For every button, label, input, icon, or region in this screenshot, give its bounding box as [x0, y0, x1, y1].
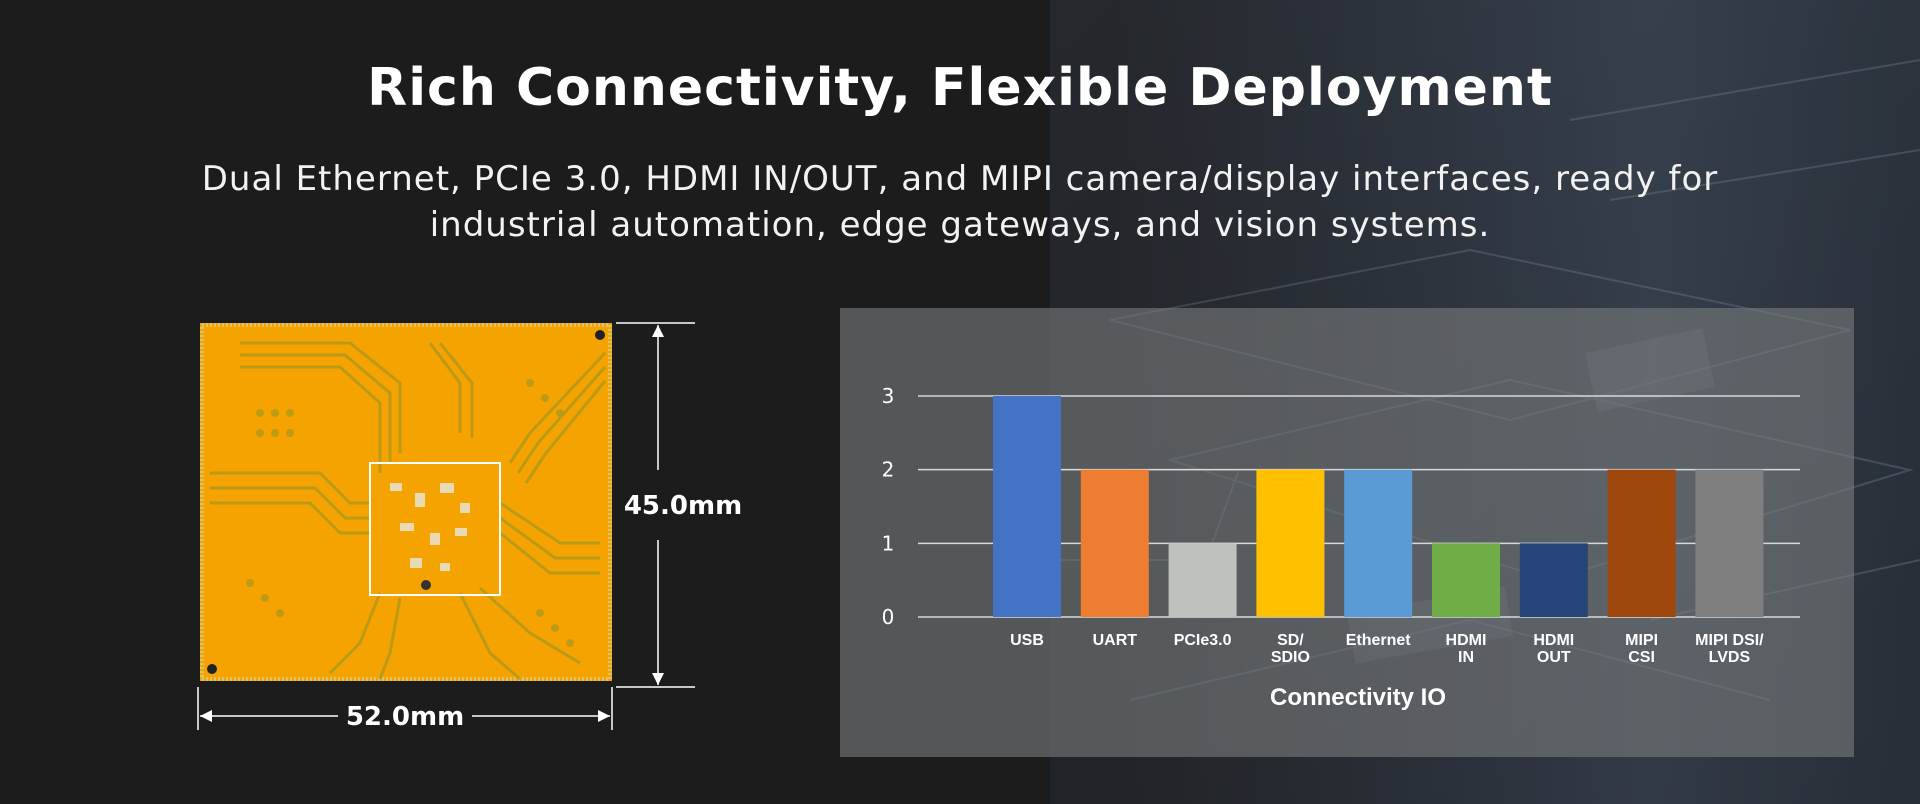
board-image [200, 323, 612, 681]
bar [1344, 469, 1413, 617]
y-tick-label: 1 [882, 531, 895, 555]
x-tick-label: SD/ [1277, 632, 1304, 649]
x-tick-label: HDMI [1446, 632, 1487, 649]
x-tick-label: PCIe3.0 [1174, 632, 1232, 649]
x-tick-label: MIPI [1625, 632, 1658, 649]
subtitle-line-2: industrial automation, edge gateways, an… [429, 205, 1491, 245]
board-figure: 45.0mm 52.0mm [190, 315, 760, 735]
chart-panel: 0 1 2 3 USB UART PCIe3.0 SD/SDIO Ethernet HDMI IN H… [840, 308, 1854, 757]
arrow-up-icon [652, 325, 664, 337]
subtitle-line-1: Dual Ethernet, PCIe 3.0, HDMI IN/OUT, an… [201, 159, 1719, 199]
x-tick-label: LVDS [1709, 649, 1751, 666]
bar [1432, 543, 1500, 617]
x-tick-label: USB [1010, 632, 1044, 649]
width-label: 52.0mm [346, 702, 464, 732]
x-tick-label: MIPI DSI/ [1695, 632, 1764, 649]
x-tick-label: CSI [1628, 649, 1655, 666]
arrow-down-icon [652, 673, 664, 685]
bar [1519, 543, 1588, 617]
bar [993, 396, 1061, 617]
y-tick-label: 3 [882, 384, 895, 408]
x-tick-label: UART [1093, 632, 1138, 649]
bar [1607, 469, 1676, 617]
bar [1695, 469, 1764, 617]
y-tick-label: 0 [882, 605, 895, 629]
bar [1080, 469, 1149, 617]
x-tick-label: OUT [1537, 649, 1571, 666]
page-title: Rich Connectivity, Flexible Deployment [367, 58, 1553, 118]
bar [1256, 469, 1325, 617]
bar [1168, 543, 1237, 617]
dimension-annotations: 45.0mm 52.0mm [197, 322, 742, 732]
x-tick-label: Ethernet [1346, 632, 1412, 649]
x-tick-label: HDMI [1533, 632, 1574, 649]
height-label: 45.0mm [624, 491, 742, 521]
x-tick-label: IN [1458, 649, 1474, 666]
y-tick-label: 2 [882, 458, 895, 482]
arrow-right-icon [598, 710, 610, 722]
page-subtitle: Dual Ethernet, PCIe 3.0, HDMI IN/OUT, an… [200, 156, 1720, 248]
x-axis-label: Connectivity IO [1270, 684, 1446, 711]
x-tick-label: SDIO [1271, 649, 1310, 666]
arrow-left-icon [200, 710, 212, 722]
